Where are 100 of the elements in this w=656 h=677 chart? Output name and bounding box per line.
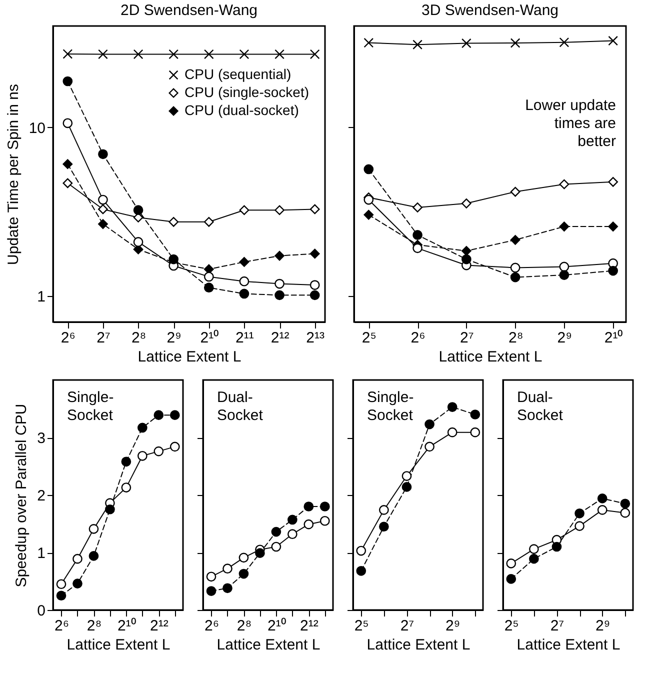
point <box>412 40 422 50</box>
point <box>608 36 618 46</box>
point <box>364 194 374 205</box>
point <box>168 49 179 60</box>
x-tick-label: 2⁶ <box>410 330 426 346</box>
point <box>378 522 389 532</box>
point <box>510 272 520 282</box>
point <box>412 202 422 212</box>
chart-title: 3D Swendsen-Wang <box>421 2 559 19</box>
point <box>255 548 265 558</box>
y-axis-title: Speedup over Parallel CPU <box>13 404 30 588</box>
point <box>206 572 216 582</box>
point <box>574 521 584 531</box>
point <box>204 272 214 282</box>
point <box>304 502 314 512</box>
x-tick-label: 2⁶ <box>60 330 76 346</box>
point <box>597 505 608 515</box>
x-tick-label: 2¹¹ <box>236 330 254 346</box>
point <box>62 76 73 86</box>
annotation: Dual-Socket <box>217 389 264 424</box>
point <box>510 262 520 273</box>
point <box>274 205 284 216</box>
x-tick-label: 2¹³ <box>306 330 325 346</box>
point <box>447 402 458 412</box>
x-axis-title: Lattice Extent L <box>366 636 470 654</box>
x-tick-label: 2¹⁰ <box>200 330 219 346</box>
point <box>506 574 516 584</box>
point <box>168 216 179 227</box>
point <box>98 49 108 60</box>
y-tick-label: 0 <box>37 602 46 620</box>
point <box>510 186 520 197</box>
point <box>62 178 73 188</box>
point <box>239 49 250 60</box>
point <box>461 198 472 208</box>
point <box>559 262 570 272</box>
point <box>424 419 434 430</box>
point <box>412 230 422 240</box>
point <box>559 37 570 48</box>
point <box>608 266 618 276</box>
point <box>271 542 282 552</box>
x-tick-label: 2⁸ <box>86 618 102 634</box>
y-tick-label: 1 <box>37 545 46 562</box>
point <box>559 222 570 232</box>
x-tick-label: 2¹⁰ <box>604 330 623 346</box>
x-tick-label: 2⁸ <box>236 618 252 634</box>
point <box>105 504 115 514</box>
point <box>137 422 148 433</box>
point <box>72 578 82 588</box>
point <box>137 450 148 461</box>
point <box>154 410 164 420</box>
point <box>72 554 82 564</box>
point <box>310 204 320 214</box>
point <box>168 254 179 264</box>
point <box>510 38 520 48</box>
point <box>378 505 389 515</box>
point <box>528 544 539 554</box>
point <box>310 248 320 259</box>
point <box>528 554 539 564</box>
point <box>271 526 282 537</box>
point <box>222 564 232 574</box>
point <box>274 290 284 300</box>
point <box>287 514 298 525</box>
point <box>88 551 99 561</box>
point <box>62 118 73 128</box>
point <box>402 471 412 481</box>
annotation: Single-Socket <box>67 389 114 424</box>
point <box>461 38 472 48</box>
legend-label: CPU (dual-socket) <box>184 102 299 118</box>
point <box>608 176 618 187</box>
point <box>206 586 216 596</box>
y-tick-label: 2 <box>37 488 46 504</box>
point <box>121 482 132 492</box>
point <box>133 205 144 216</box>
x-tick-label: 2⁸ <box>508 330 524 346</box>
x-tick-label: 2⁸ <box>131 330 146 346</box>
legend-label: CPU (single-socket) <box>184 84 310 100</box>
x-tick-label: 2⁹ <box>557 330 572 346</box>
point <box>239 257 250 267</box>
point <box>608 222 618 232</box>
point <box>470 410 480 420</box>
point <box>98 194 108 205</box>
point <box>239 288 250 299</box>
point <box>402 482 412 492</box>
point <box>559 270 570 280</box>
point <box>274 49 284 60</box>
legend-label: CPU (sequential) <box>184 66 292 82</box>
point <box>510 234 520 245</box>
point <box>56 579 66 590</box>
point <box>238 552 249 563</box>
point <box>204 282 214 293</box>
x-tick-label: 2⁵ <box>354 618 369 634</box>
annotation: Dual-Socket <box>517 389 564 424</box>
x-tick-label: 2⁶ <box>54 618 70 634</box>
x-tick-label: 2¹² <box>150 618 168 634</box>
point <box>98 204 108 214</box>
chart-title: 2D Swendsen-Wang <box>120 2 258 19</box>
point <box>56 590 66 601</box>
point <box>364 38 374 48</box>
x-tick-label: 2⁹ <box>595 618 610 634</box>
point <box>310 49 320 60</box>
